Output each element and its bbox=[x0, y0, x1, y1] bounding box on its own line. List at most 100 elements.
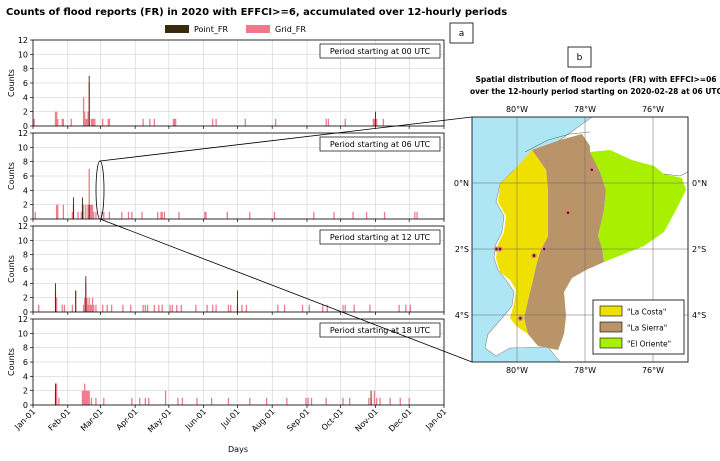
x-tick-label: May-01 bbox=[146, 407, 173, 434]
bar-grid-fr bbox=[63, 304, 66, 312]
region-el-oriente bbox=[590, 150, 686, 262]
bar-grid-fr bbox=[121, 211, 123, 219]
y-tick-label: 12 bbox=[18, 315, 28, 324]
bar-grid-fr bbox=[353, 304, 355, 312]
map-report-point bbox=[495, 247, 498, 251]
map-report-point bbox=[498, 247, 502, 251]
bar-grid-fr bbox=[62, 118, 65, 126]
bar-grid-fr bbox=[127, 211, 130, 219]
y-tick-label: 0 bbox=[23, 401, 28, 410]
plot-frame bbox=[32, 39, 445, 127]
legend-swatch-el-oriente bbox=[599, 337, 623, 349]
bar-grid-fr bbox=[414, 211, 416, 219]
bar-grid-fr bbox=[142, 304, 144, 312]
y-tick-label: 6 bbox=[23, 172, 28, 181]
bar-grid-fr bbox=[277, 304, 279, 312]
legend-swatch-la-costa bbox=[599, 305, 623, 317]
bar-grid-fr bbox=[89, 304, 91, 312]
x-tick-label: Jun-01 bbox=[183, 407, 208, 432]
bar-grid-fr bbox=[215, 304, 217, 312]
y-tick-label: 8 bbox=[23, 251, 28, 260]
map-left-tick-2s: 2°S bbox=[455, 245, 469, 254]
bar-grid-fr bbox=[58, 397, 60, 405]
panel-b-label: b bbox=[577, 53, 583, 63]
bar-grid-fr bbox=[87, 390, 89, 405]
bar-grid-fr bbox=[158, 304, 160, 312]
bar-grid-fr bbox=[178, 211, 180, 219]
map-report-point bbox=[532, 254, 536, 257]
y-tick-label: 0 bbox=[23, 122, 28, 131]
bar-grid-fr bbox=[144, 397, 146, 405]
bar-grid-fr bbox=[212, 304, 214, 312]
map-title-line1: Spatial distribution of flood reports (F… bbox=[475, 75, 716, 84]
panel-a-box bbox=[449, 22, 474, 44]
bar-grid-fr bbox=[91, 204, 94, 219]
bar-grid-fr bbox=[142, 118, 144, 126]
y-axis-label-3: Counts bbox=[7, 348, 16, 376]
legend-label-point: Point_FR bbox=[194, 25, 228, 34]
panel-b-box bbox=[567, 46, 592, 68]
bar-point-fr bbox=[82, 197, 83, 219]
period-label-box bbox=[319, 322, 441, 338]
bar-grid-fr bbox=[103, 397, 105, 405]
bar-grid-fr bbox=[175, 118, 177, 126]
x-tick-label: Dec-01 bbox=[387, 407, 414, 434]
bar-grid-fr bbox=[372, 118, 374, 126]
bar-grid-fr bbox=[82, 204, 85, 219]
x-tick-label: Jul-01 bbox=[219, 407, 242, 430]
figure-title: Counts of flood reports (FR) in 2020 wit… bbox=[6, 7, 507, 18]
bar-grid-fr bbox=[90, 118, 93, 126]
bar-grid-fr bbox=[161, 304, 163, 312]
panel-18utc: 0 2 4 6 8 10 12 Period starting at 18 UTC bbox=[18, 315, 445, 410]
bar-grid-fr bbox=[206, 304, 208, 312]
bar-grid-fr bbox=[122, 304, 124, 312]
bar-grid-fr bbox=[33, 118, 35, 126]
bar-grid-fr bbox=[283, 304, 286, 312]
bar-grid-fr bbox=[157, 211, 159, 219]
bar-grid-fr bbox=[90, 304, 93, 312]
y-tick-label: 10 bbox=[18, 50, 28, 59]
map-title-line2: over the 12-hourly period starting on 20… bbox=[470, 87, 720, 96]
bar-grid-fr bbox=[382, 118, 385, 126]
border-peru-north bbox=[663, 171, 689, 177]
bar-grid-fr bbox=[409, 304, 412, 312]
y-tick-label: 0 bbox=[23, 215, 28, 224]
bar-grid-fr bbox=[91, 297, 94, 312]
plot-frame bbox=[32, 225, 445, 313]
bar-grid-fr bbox=[131, 397, 133, 405]
y-tick-label: 12 bbox=[18, 36, 28, 45]
bar-grid-fr bbox=[342, 397, 344, 405]
bar-grid-fr bbox=[81, 390, 84, 405]
panel-12utc: 0 2 4 6 8 10 12 Period starting at 12 UTC bbox=[18, 222, 445, 317]
bar-point-fr bbox=[55, 283, 56, 312]
bar-grid-fr bbox=[379, 397, 381, 405]
bar-grid-fr bbox=[373, 118, 376, 126]
bar-grid-fr bbox=[55, 383, 58, 405]
zoom-line-bottom bbox=[99, 218, 473, 363]
bar-grid-fr bbox=[180, 304, 182, 312]
bar-grid-fr bbox=[344, 304, 346, 312]
bar-grid-fr bbox=[111, 304, 113, 312]
bar-grid-fr bbox=[212, 118, 214, 126]
bar-grid-fr bbox=[327, 118, 330, 126]
bar-point-fr bbox=[75, 290, 77, 312]
map-report-point bbox=[519, 317, 522, 320]
map-bottom-tick-80w: 80°W bbox=[506, 366, 528, 375]
x-axis-label: Days bbox=[228, 445, 248, 454]
bar-grid-fr bbox=[416, 211, 418, 219]
x-tick-label: Mar-01 bbox=[79, 407, 105, 433]
bar-grid-fr bbox=[85, 204, 87, 219]
bar-grid-fr bbox=[249, 211, 251, 219]
bar-grid-fr bbox=[204, 211, 206, 219]
bar-grid-fr bbox=[107, 118, 109, 126]
map-left-tick-4s: 4°S bbox=[455, 311, 469, 320]
bar-grid-fr bbox=[196, 397, 198, 405]
bar-grid-fr bbox=[352, 211, 354, 219]
bar-grid-fr bbox=[85, 118, 87, 126]
bar-grid-fr bbox=[310, 397, 313, 405]
map-reports bbox=[494, 167, 595, 321]
x-tick-label: Apr-01 bbox=[115, 407, 140, 432]
bar-grid-fr bbox=[408, 397, 410, 405]
bar-grid-fr bbox=[313, 211, 315, 219]
